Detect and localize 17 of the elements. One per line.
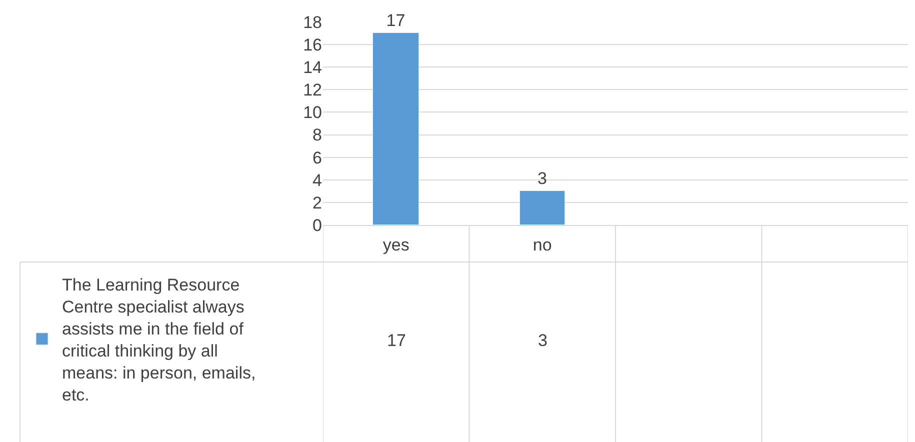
y-tick-label: 18: [303, 12, 322, 32]
y-tick-label: 10: [303, 103, 322, 122]
y-tick-label: 12: [303, 80, 322, 100]
y-tick-label: 4: [312, 170, 322, 190]
data-label: 17: [386, 10, 406, 30]
data-label: 3: [538, 168, 547, 188]
y-tick-label: 2: [312, 193, 322, 212]
legend-label: The Learning Resource Centre specialist always assists me in the field of critical thinking by all means: in person, emails, etc.: [62, 275, 256, 405]
text: 17: [387, 331, 406, 350]
y-tick-label: 14: [303, 58, 322, 78]
x-tick-label: no: [532, 235, 552, 254]
text: 3: [538, 331, 548, 350]
y-tick-label: 6: [312, 148, 322, 168]
y-tick-label: 16: [303, 36, 322, 55]
x-tick-label: yes: [382, 235, 410, 254]
y-tick-label: 0: [312, 216, 322, 235]
y-tick-label: 8: [312, 126, 322, 145]
